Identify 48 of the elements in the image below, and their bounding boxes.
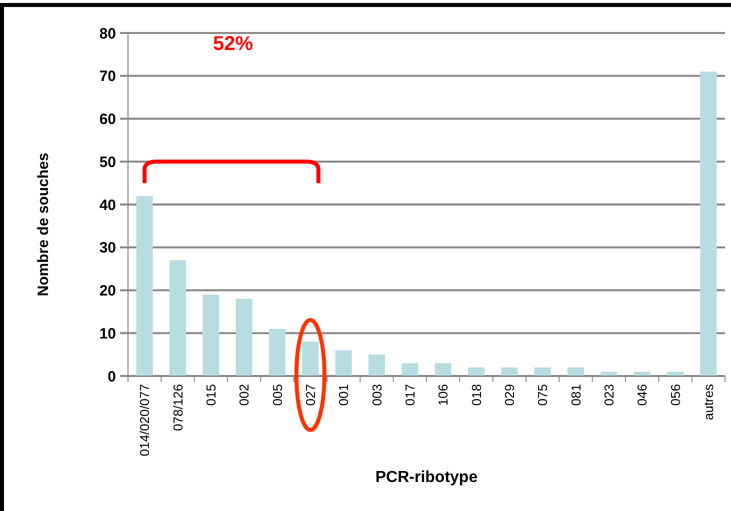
bar <box>666 372 684 376</box>
bar <box>335 350 352 376</box>
x-tick-label: 018 <box>468 384 484 406</box>
bar <box>136 196 153 376</box>
x-tick-label: autres <box>700 384 716 420</box>
annotation: 52% <box>212 33 254 55</box>
y-axis-title: Nombre de souches <box>35 152 52 296</box>
bar <box>202 294 220 376</box>
y-tick-label: 0 <box>108 368 116 386</box>
x-tick-label: 003 <box>369 384 384 406</box>
bar <box>268 328 286 376</box>
bar <box>501 367 518 376</box>
x-tick-label: 046 <box>634 384 650 406</box>
y-tick-label: 40 <box>99 196 116 214</box>
y-tick-label: 30 <box>99 240 116 257</box>
bar <box>434 363 452 376</box>
bar <box>302 342 319 376</box>
x-tick-label: 106 <box>436 384 451 406</box>
x-tick-label: 005 <box>270 384 285 406</box>
x-tick-label: 029 <box>502 384 517 406</box>
bar <box>700 72 717 376</box>
x-tick-label: 078/126 <box>170 384 186 431</box>
bar <box>236 298 252 376</box>
x-tick-label: 075 <box>535 384 550 406</box>
bar <box>368 354 386 376</box>
bar <box>534 367 551 376</box>
y-tick-label: 60 <box>99 111 116 128</box>
x-axis-title: PCR-ribotype <box>375 469 478 486</box>
y-tick-label: 20 <box>99 282 116 300</box>
x-tick-label: 081 <box>568 384 584 406</box>
y-tick-label: 50 <box>99 154 116 171</box>
x-tick-label: 002 <box>236 384 252 406</box>
x-tick-label: 023 <box>601 384 616 406</box>
bar <box>567 367 584 376</box>
x-tick-label: 017 <box>402 384 418 406</box>
x-tick-label: 001 <box>336 384 352 406</box>
x-tick-label: 027 <box>302 384 318 406</box>
x-tick-label: 015 <box>203 384 218 406</box>
y-tick-label: 80 <box>99 25 116 42</box>
bar <box>600 372 618 376</box>
bar <box>402 363 418 376</box>
y-tick-label: 10 <box>99 325 116 342</box>
x-tick-label: 014/020/077 <box>137 384 152 456</box>
bar <box>169 260 186 376</box>
x-tick-label: 056 <box>668 384 683 406</box>
bar <box>634 372 650 376</box>
y-tick-label: 70 <box>99 68 116 86</box>
bar <box>468 367 485 376</box>
